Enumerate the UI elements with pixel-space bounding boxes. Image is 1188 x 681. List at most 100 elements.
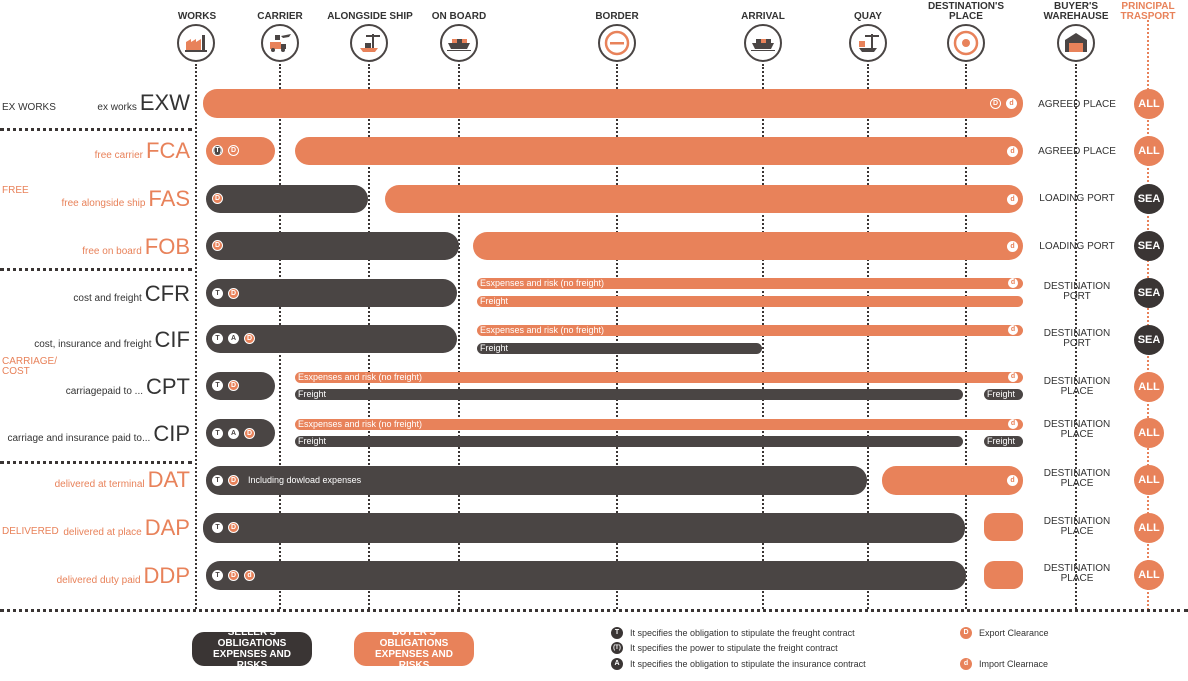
col-head-border: BORDER <box>595 11 639 22</box>
export-clearance-badge: D <box>228 288 239 299</box>
term-cfr: cost and freight CFR <box>73 281 190 306</box>
buyer-expenses-bar: Esxpenses and risk (no freight) <box>295 372 1023 383</box>
term-ddp: delivered duty paid DDP <box>56 563 190 588</box>
export-clearance-badge: D <box>244 333 255 344</box>
place-dap: DESTINATION PLACE <box>1043 516 1111 537</box>
insurance-obligation-badge: A <box>228 428 239 439</box>
seller-bar <box>206 279 457 307</box>
seller-bar <box>206 185 368 213</box>
legend-import-desc: Import Clearnace <box>979 659 1049 669</box>
warehouse-icon <box>1057 24 1095 62</box>
group-separator <box>0 461 192 464</box>
buyer-freight-bar: Freight <box>477 296 1023 307</box>
group-label-free: FREE <box>2 185 29 196</box>
import-clearance-badge: d <box>1007 475 1018 486</box>
transport-fob: SEA <box>1134 231 1164 261</box>
col-head-destination-place: DESTINATION'S PLACE <box>927 1 1005 22</box>
transport-exw: ALL <box>1134 89 1164 119</box>
seller-freight-bar-end: Freight <box>984 389 1023 400</box>
place-exw: AGREED PLACE <box>1038 99 1116 110</box>
import-clearance-badge: d <box>1007 146 1018 157</box>
transport-cfr: SEA <box>1134 278 1164 308</box>
import-clearance-badge: d <box>1008 372 1018 382</box>
import-clearance-badge: d <box>1008 325 1018 335</box>
group-separator <box>0 268 192 271</box>
import-clearance-badge: d <box>244 570 255 581</box>
transport-dat: ALL <box>1134 465 1164 495</box>
import-clearance-badge: d <box>1006 98 1017 109</box>
export-clearance-badge: D <box>228 522 239 533</box>
column-line-quay <box>867 64 869 609</box>
column-line-arrival <box>762 64 764 609</box>
import-clearance-badge: d <box>1007 241 1018 252</box>
seller-bar-note: Including dowload expenses <box>248 475 362 485</box>
place-fas: LOADING PORT <box>1039 193 1115 204</box>
cargo-ship-icon <box>440 24 478 62</box>
place-cfr: DESTINATION PORT <box>1043 281 1111 302</box>
buyer-bar <box>203 89 1023 118</box>
column-line-destination-place <box>965 64 967 609</box>
group-label-delivered: DELIVERED <box>2 526 59 537</box>
factory-icon <box>177 24 215 62</box>
place-ddp: DESTINATION PLACE <box>1043 563 1111 584</box>
buyer-bar <box>882 466 1023 495</box>
export-clearance-badge: D <box>212 193 223 204</box>
term-fob: free on board FOB <box>82 234 190 259</box>
col-head-on-board: ON BOARD <box>431 11 487 22</box>
col-head-quay: QUAY <box>854 11 882 22</box>
freight-obligation-badge: T <box>212 570 223 581</box>
legend-t-desc: It specifies the obligation to stipulate… <box>630 628 855 638</box>
buyer-expenses-bar: Esxpenses and risk (no freight) <box>295 419 1023 430</box>
export-clearance-badge: D <box>228 570 239 581</box>
place-fob: LOADING PORT <box>1039 241 1115 252</box>
term-cpt: carriagepaid to ... CPT <box>65 374 190 399</box>
freight-obligation-badge: T <box>212 380 223 391</box>
freight-obligation-badge: T <box>212 428 223 439</box>
freight-obligation-badge: T <box>212 288 223 299</box>
legend-export-desc: Export Clearance <box>979 628 1049 638</box>
legend-seller: SELLER'S OBLIGATIONS EXPENSES AND RISKS <box>192 627 312 671</box>
export-clearance-badge: D <box>228 380 239 391</box>
term-cip: carriage and insurance paid to... CIP <box>7 421 190 446</box>
term-dap: delivered at place DAP <box>63 515 190 540</box>
export-clearance-badge: D <box>244 428 255 439</box>
seller-bar <box>206 466 867 495</box>
target-icon <box>947 24 985 62</box>
column-line-border <box>616 64 618 609</box>
legend-import-badge: d <box>960 658 972 670</box>
legend-a-badge: A <box>611 658 623 670</box>
export-clearance-badge: D <box>212 240 223 251</box>
col-head-carrier: CARRIER <box>257 11 303 22</box>
import-clearance-badge: d <box>1008 278 1018 288</box>
place-cpt: DESTINATION PLACE <box>1043 376 1111 397</box>
export-clearance-badge: D <box>228 145 239 156</box>
transport-cif: SEA <box>1134 325 1164 355</box>
freight-power-badge: (T) <box>212 145 223 156</box>
arriving-ship-icon <box>744 24 782 62</box>
term-fca: free carrier FCA <box>94 138 190 163</box>
seller-freight-bar: Freight <box>295 436 963 447</box>
transport-cpt: ALL <box>1134 372 1164 402</box>
seller-freight-bar-end: Freight <box>984 436 1023 447</box>
legend-buyer: BUYER'S OBLIGATIONS EXPENSES AND RISKS <box>354 627 474 671</box>
place-fca: AGREED PLACE <box>1038 146 1116 157</box>
column-line-principal-transport <box>1147 20 1149 610</box>
legend-export-badge: D <box>960 627 972 639</box>
buyer-bar <box>385 185 1023 213</box>
seller-bar <box>203 513 965 543</box>
buyer-expenses-bar: Esxpenses and risk (no freight) <box>477 278 1023 289</box>
group-separator <box>0 128 192 131</box>
group-label-carriage-cost: CARRIAGE/ COST <box>2 356 58 377</box>
transport-dap: ALL <box>1134 513 1164 543</box>
transport-fas: SEA <box>1134 184 1164 214</box>
buyer-bar <box>295 137 1023 165</box>
truck-plane-icon <box>261 24 299 62</box>
freight-obligation-badge: T <box>212 522 223 533</box>
place-cip: DESTINATION PLACE <box>1043 419 1111 440</box>
col-head-buyers-warehouse: BUYER'S WAREHAUSE <box>1043 1 1109 22</box>
transport-cip: ALL <box>1134 418 1164 448</box>
col-head-arrival: ARRIVAL <box>741 11 785 22</box>
legend-a-desc: It specifies the obligation to stipulate… <box>630 659 866 669</box>
legend-tp-desc: It specifies the power to stipulate the … <box>630 643 838 653</box>
column-line-works <box>195 64 197 609</box>
